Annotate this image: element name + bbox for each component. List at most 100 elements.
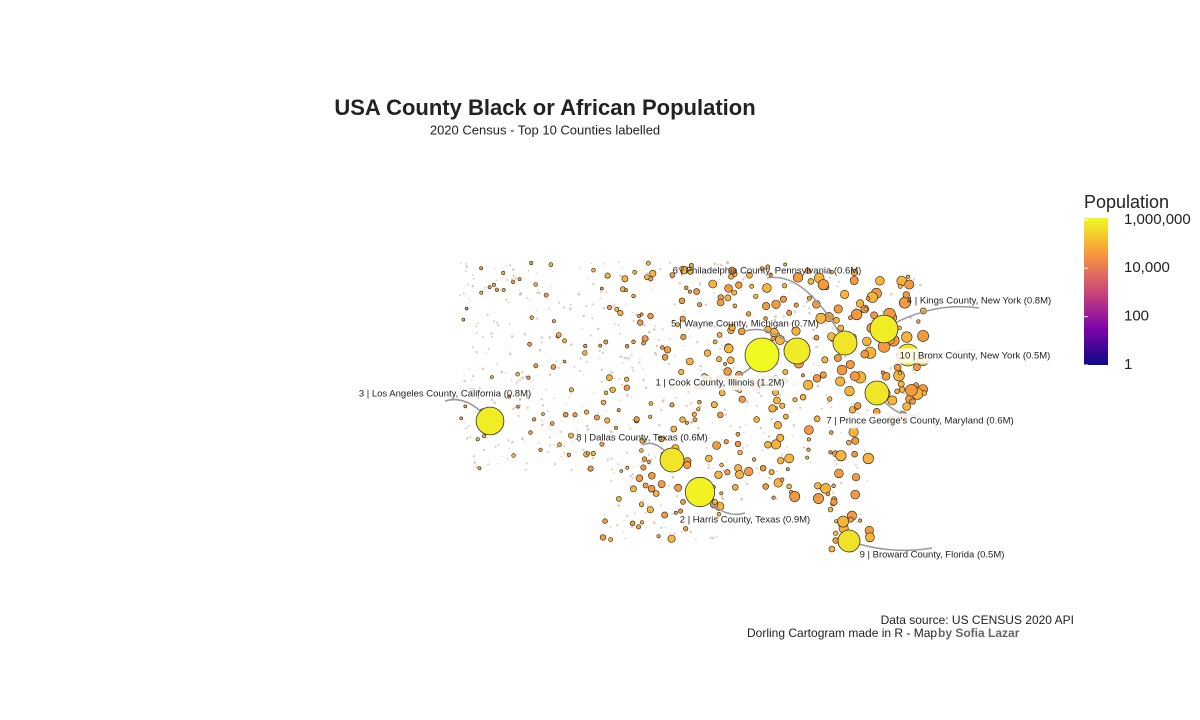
county-dot <box>645 526 647 529</box>
county-dot <box>496 321 499 324</box>
county-dot <box>606 458 609 461</box>
county-dot <box>744 471 747 473</box>
county-circle <box>869 314 899 344</box>
county-dot <box>793 310 797 314</box>
county-dot <box>515 398 517 400</box>
county-dot <box>581 405 584 407</box>
county-dot <box>613 425 619 430</box>
county-dot <box>768 477 771 480</box>
county-dot <box>552 271 554 273</box>
county-dot <box>698 405 702 408</box>
county-dot <box>587 277 590 279</box>
county-dot <box>497 444 500 447</box>
county-dot <box>639 448 644 453</box>
county-dot <box>473 461 477 464</box>
county-dot <box>621 383 624 386</box>
county-dot <box>778 347 781 350</box>
county-dot <box>836 364 848 376</box>
county-dot <box>556 332 562 338</box>
county-dot <box>820 483 831 494</box>
legend-title: Population <box>1084 192 1169 212</box>
county-dot <box>472 277 475 280</box>
county-dot <box>518 289 520 291</box>
county-dot <box>597 411 600 413</box>
county-dot <box>816 384 820 388</box>
county-dot <box>817 364 820 367</box>
county-dot <box>566 452 568 454</box>
county-dot <box>526 462 528 465</box>
county-dot <box>605 409 607 411</box>
county-dot <box>696 433 699 437</box>
county-dot <box>743 276 746 278</box>
county-dot <box>602 306 606 310</box>
county-dot <box>815 312 827 324</box>
county-dot <box>506 265 508 267</box>
county-dot <box>696 407 701 412</box>
county-dot <box>648 338 651 341</box>
county-dot <box>594 414 600 421</box>
county-dot <box>739 426 742 429</box>
county-dot <box>678 297 686 304</box>
county-dot <box>663 346 672 354</box>
county-dot <box>708 279 718 289</box>
county-dot <box>624 344 630 349</box>
county-dot <box>897 283 903 289</box>
county-dot <box>720 263 723 267</box>
county-dot <box>667 534 676 543</box>
county-dot <box>642 367 644 370</box>
county-dot <box>579 369 582 372</box>
county-dot <box>469 300 471 302</box>
county-dot <box>465 269 467 272</box>
county-dot <box>467 425 470 428</box>
county-dot <box>773 396 781 405</box>
county-dot <box>609 430 613 434</box>
county-dot <box>805 455 810 460</box>
county-dot <box>845 360 855 369</box>
legend-bar <box>1084 218 1108 365</box>
county-dot <box>780 295 787 303</box>
county-dot <box>570 303 572 306</box>
county-dot <box>760 394 763 397</box>
county-dot <box>684 269 686 272</box>
county-dot <box>557 366 560 369</box>
county-dot <box>737 327 746 336</box>
county-dot <box>637 314 642 318</box>
county-dot <box>850 371 860 382</box>
county-dot <box>540 398 543 401</box>
county-dot <box>540 336 544 339</box>
county-dot <box>631 311 634 314</box>
county-dot <box>667 362 671 365</box>
county-dot <box>855 306 858 309</box>
county-dot <box>510 379 513 381</box>
county-dot <box>636 524 642 530</box>
county-dot <box>768 469 775 476</box>
county-dot <box>613 471 615 474</box>
county-dot <box>585 457 587 459</box>
county-dot <box>890 292 893 296</box>
county-dot <box>711 422 713 424</box>
county-dot <box>504 298 508 301</box>
county-dot <box>893 363 902 372</box>
county-dot <box>729 425 732 428</box>
county-dot <box>825 491 831 497</box>
county-dot <box>545 388 547 391</box>
county-dot <box>669 533 671 535</box>
county-dot <box>610 371 614 374</box>
county-dot <box>761 449 764 452</box>
county-dot <box>830 498 838 506</box>
county-dot <box>475 351 478 354</box>
county-dot <box>705 454 713 463</box>
county-dot <box>712 536 715 540</box>
county-dot <box>811 328 815 332</box>
county-dot <box>465 427 468 430</box>
county-dot <box>762 302 771 311</box>
county-dot <box>844 386 855 397</box>
label-background <box>896 348 1054 364</box>
county-dot <box>751 457 757 462</box>
county-dot <box>789 282 792 285</box>
county-dot <box>471 274 474 276</box>
county-dot <box>616 524 619 527</box>
county-dot <box>517 414 520 418</box>
county-dot <box>515 404 517 406</box>
county-dot <box>783 413 789 420</box>
